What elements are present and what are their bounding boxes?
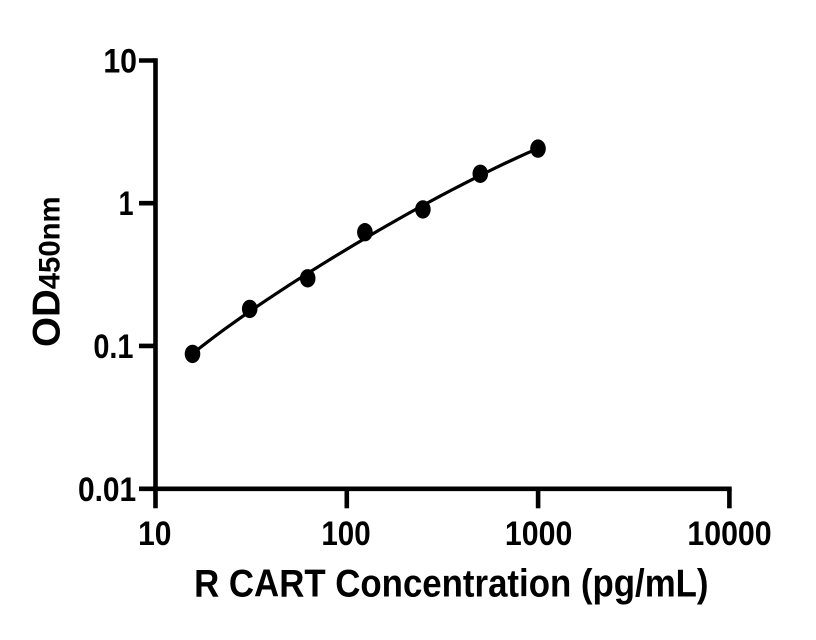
svg-text:0.01: 0.01 <box>78 470 136 508</box>
svg-text:0.1: 0.1 <box>93 326 133 365</box>
svg-text:1: 1 <box>119 184 134 223</box>
svg-text:10000: 10000 <box>687 514 771 552</box>
svg-text:R CART Concentration (pg/mL): R CART Concentration (pg/mL) <box>194 562 708 605</box>
svg-text:1000: 1000 <box>505 514 572 552</box>
svg-text:100: 100 <box>321 514 370 553</box>
svg-text:OD450nm: OD450nm <box>26 196 69 347</box>
svg-text:10: 10 <box>103 42 137 80</box>
svg-text:10: 10 <box>138 514 171 552</box>
